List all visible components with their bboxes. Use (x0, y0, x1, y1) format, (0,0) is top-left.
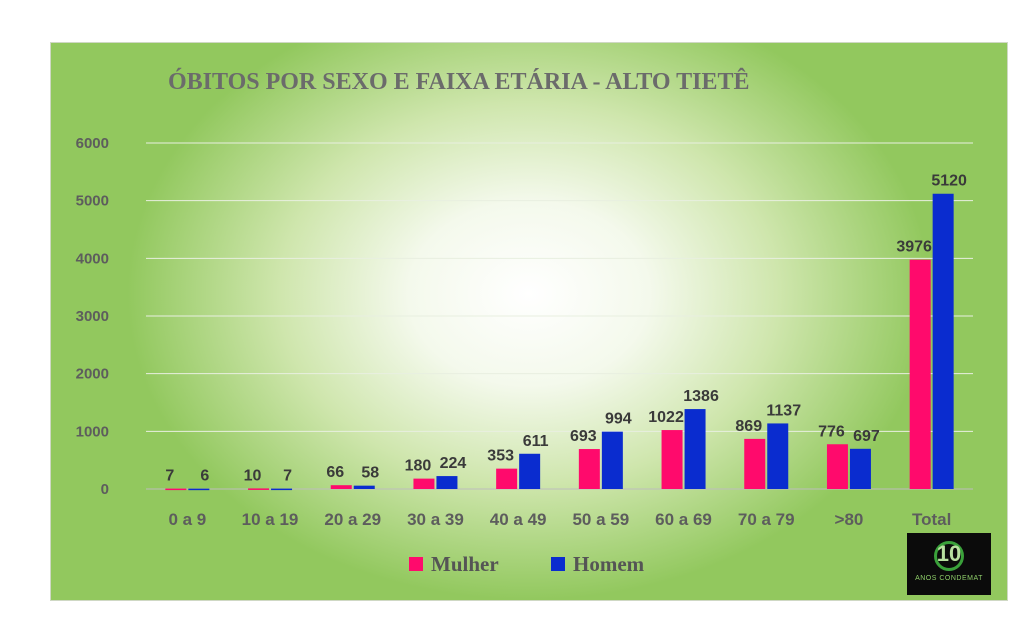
data-label: 697 (853, 428, 880, 445)
bar-homem (188, 488, 210, 491)
data-label: 994 (605, 411, 632, 428)
bar-mulher (744, 438, 766, 489)
data-label: 3976 (896, 239, 932, 256)
data-label: 611 (523, 433, 549, 450)
bar-mulher (248, 488, 270, 490)
x-category-label: 20 a 29 (324, 510, 381, 529)
data-label: 353 (487, 448, 514, 465)
chart-frame: ÓBITOS POR SEXO E FAIXA ETÁRIA - ALTO TI… (50, 42, 1008, 601)
bar-mulher (661, 430, 683, 489)
data-label: 776 (818, 423, 845, 440)
bar-mulher (578, 449, 600, 489)
bar-homem (932, 193, 954, 489)
x-category-label: 40 a 49 (490, 510, 547, 529)
bar-homem (519, 453, 541, 489)
data-label: 7 (283, 468, 292, 485)
x-category-label: Total (912, 510, 951, 529)
legend-label: Homem (573, 552, 645, 576)
bar-chart: ÓBITOS POR SEXO E FAIXA ETÁRIA - ALTO TI… (76, 68, 973, 576)
x-category-label: 30 a 39 (407, 510, 464, 529)
bar-homem (436, 476, 458, 489)
y-tick-label: 6000 (76, 135, 109, 152)
bar-homem (849, 448, 871, 489)
bar-mulher (909, 259, 931, 489)
data-labels: 7 6 10 7 66 58 180 224 353 611 693 994 1022 1386 86911… (165, 173, 967, 485)
data-label: 66 (326, 464, 344, 481)
y-axis-ticks: 0 1000 2000 3000 4000 5000 6000 (76, 135, 109, 498)
chart-title: ÓBITOS POR SEXO E FAIXA ETÁRIA - ALTO TI… (168, 68, 750, 95)
legend-label: Mulher (431, 552, 499, 576)
x-category-label: 0 a 9 (168, 510, 206, 529)
data-label: 869 (735, 418, 762, 435)
bar-homem (353, 485, 375, 489)
data-label: 10 (244, 467, 262, 484)
logo-subtitle: ANOS CONDEMAT (915, 575, 983, 582)
bar-homem (601, 431, 623, 489)
data-label: 180 (405, 458, 432, 475)
data-label: 6 (200, 468, 209, 485)
x-category-label: 60 a 69 (655, 510, 712, 529)
bar-mulher (413, 478, 435, 489)
bar-homem (684, 409, 706, 489)
legend-swatch-homem (551, 557, 565, 571)
y-tick-label: 2000 (76, 366, 109, 383)
bar-mulher (330, 485, 352, 489)
y-tick-label: 3000 (76, 308, 109, 325)
data-label: 58 (361, 465, 379, 482)
x-category-label: >80 (835, 510, 864, 529)
y-tick-label: 1000 (76, 423, 109, 440)
grid-lines (146, 142, 973, 490)
bar-mulher (165, 488, 187, 491)
legend-swatch-mulher (409, 557, 423, 571)
y-tick-label: 0 (101, 481, 109, 498)
x-axis-categories: 0 a 9 10 a 19 20 a 29 30 a 39 40 a 49 50 a 59… (168, 510, 951, 529)
y-tick-label: 5000 (76, 193, 109, 210)
x-category-label: 70 a 79 (738, 510, 795, 529)
legend: Mulher Homem (409, 552, 645, 576)
logo-badge: 10 ANOS CONDEMAT (907, 533, 991, 595)
data-label: 7 (165, 468, 174, 485)
data-label: 1386 (683, 388, 719, 405)
x-category-label: 10 a 19 (242, 510, 299, 529)
data-label: 224 (440, 455, 467, 472)
bar-homem (767, 423, 789, 489)
data-label: 5120 (931, 173, 967, 190)
logo-number: 10 (936, 541, 962, 566)
data-label: 1137 (766, 402, 801, 419)
bar-mulher (826, 444, 848, 489)
bar-homem (271, 488, 293, 491)
y-tick-label: 4000 (76, 250, 109, 267)
x-category-label: 50 a 59 (572, 510, 629, 529)
data-label: 693 (570, 428, 597, 445)
data-label: 1022 (648, 409, 684, 426)
logo-ring-icon (934, 541, 964, 571)
bars (165, 193, 954, 491)
bar-mulher (496, 468, 518, 489)
